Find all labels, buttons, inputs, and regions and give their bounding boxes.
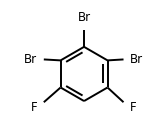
Text: Br: Br bbox=[130, 53, 143, 66]
Text: Br: Br bbox=[24, 53, 37, 66]
Text: F: F bbox=[31, 101, 37, 114]
Text: F: F bbox=[130, 101, 136, 114]
Text: Br: Br bbox=[77, 11, 91, 24]
